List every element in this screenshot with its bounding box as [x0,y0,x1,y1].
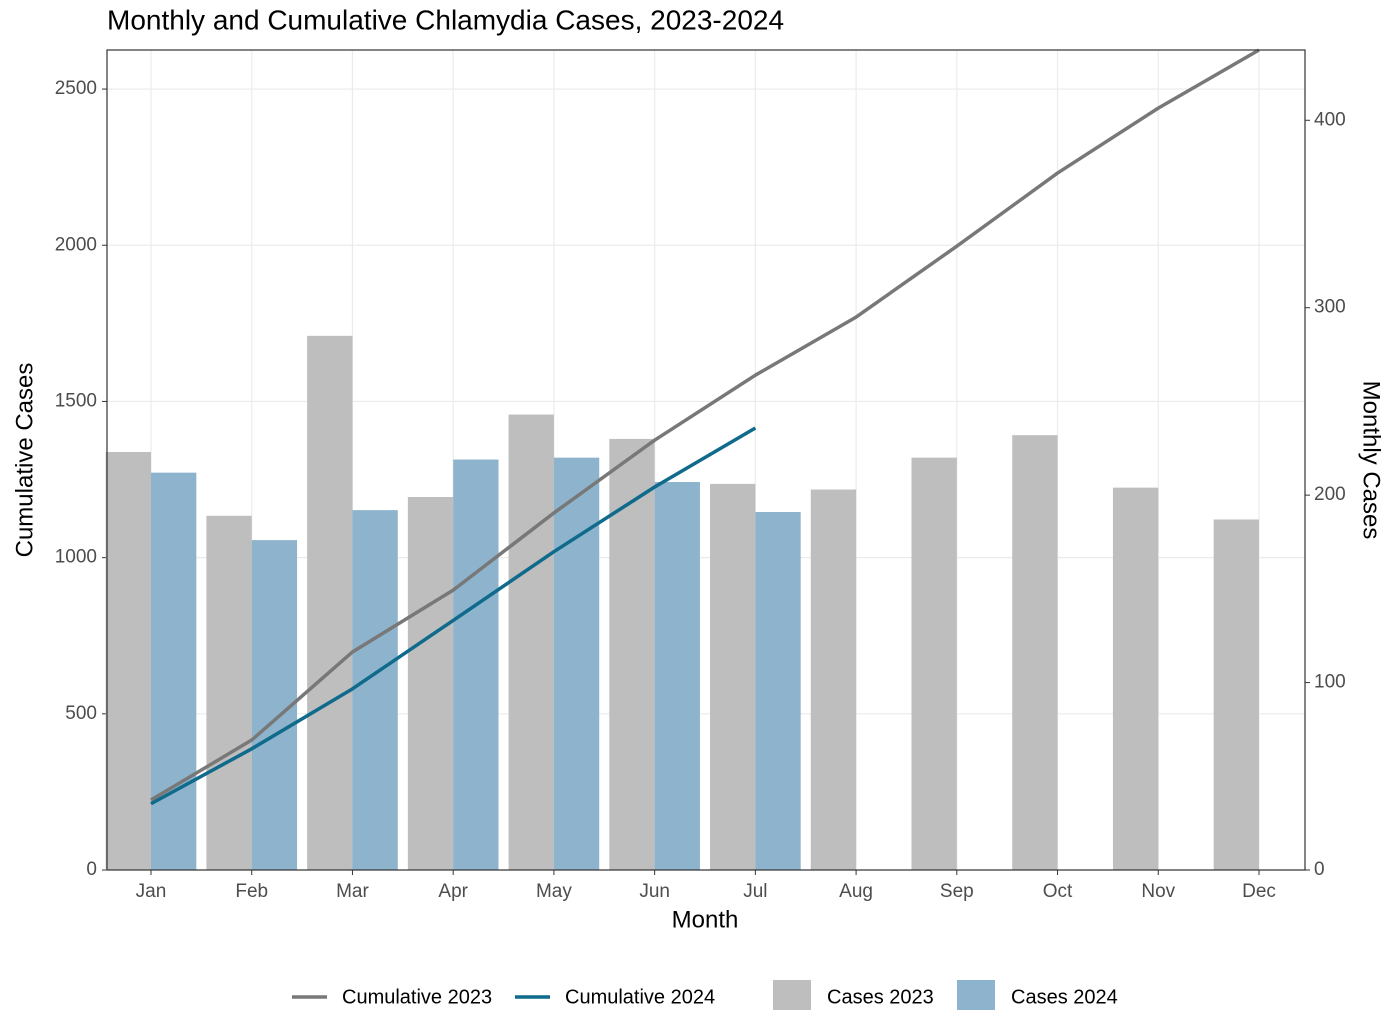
line [150,426,757,806]
bar [508,414,554,870]
bar [1112,487,1159,870]
y2-tick-label: 0 [1314,859,1325,880]
x-tick-label: Apr [438,881,468,902]
bar [105,452,151,870]
legend-label: Cases 2024 [1011,986,1118,1008]
legend-item: Cumulative 2023 [292,986,492,1008]
x-tick-label: Dec [1242,881,1276,902]
y-tick-label: 1000 [55,547,97,568]
legend-item: Cumulative 2024 [515,986,715,1008]
bar [1012,435,1058,870]
x-tick-label: Aug [839,881,873,902]
x-tick-label: Jan [136,881,167,902]
x-tick-label: Jun [639,881,670,902]
legend-label: Cases 2023 [827,986,934,1008]
bar [206,515,252,870]
y-tick-label: 0 [86,859,97,880]
x-axis-title: Month [672,906,739,933]
legend-label: Cumulative 2023 [342,986,492,1008]
legend-swatch [957,980,995,1010]
x-tick-label: Mar [336,881,369,902]
bar [307,335,353,870]
panel-border [106,49,1306,871]
bar [407,497,454,870]
y-tick-label: 2500 [55,78,97,99]
y2-tick-label: 100 [1314,672,1346,693]
chart-title: Monthly and Cumulative Chlamydia Cases, … [107,4,784,35]
x-tick-label: May [536,881,572,902]
bar [151,472,197,870]
y-tick-label: 2000 [55,234,97,255]
legend-item: Cases 2024 [957,980,1118,1010]
legend-label: Cumulative 2024 [565,986,715,1008]
y2-tick-label: 300 [1314,297,1346,318]
bar [911,457,957,870]
bar [352,510,398,870]
y-axis-title: Cumulative Cases [11,363,38,558]
y-tick-label: 1500 [55,390,97,411]
y2-tick-label: 400 [1314,109,1346,130]
y2-axis-title: Monthly Cases [1358,381,1385,540]
x-tick-label: Feb [235,881,268,902]
bar [453,459,499,870]
x-tick-label: Nov [1141,881,1175,902]
y-tick-label: 500 [65,703,97,724]
bar [553,457,600,870]
bar [654,482,700,870]
legend-swatch [773,980,811,1010]
bar [755,512,801,870]
y2-tick-label: 200 [1314,484,1346,505]
x-tick-label: Jul [743,881,767,902]
line [150,48,1260,802]
bar [1213,519,1259,870]
legend-item: Cases 2023 [773,980,934,1010]
bar [710,483,756,870]
bar [810,489,857,870]
x-tick-label: Sep [940,881,974,902]
x-tick-label: Oct [1043,881,1073,902]
